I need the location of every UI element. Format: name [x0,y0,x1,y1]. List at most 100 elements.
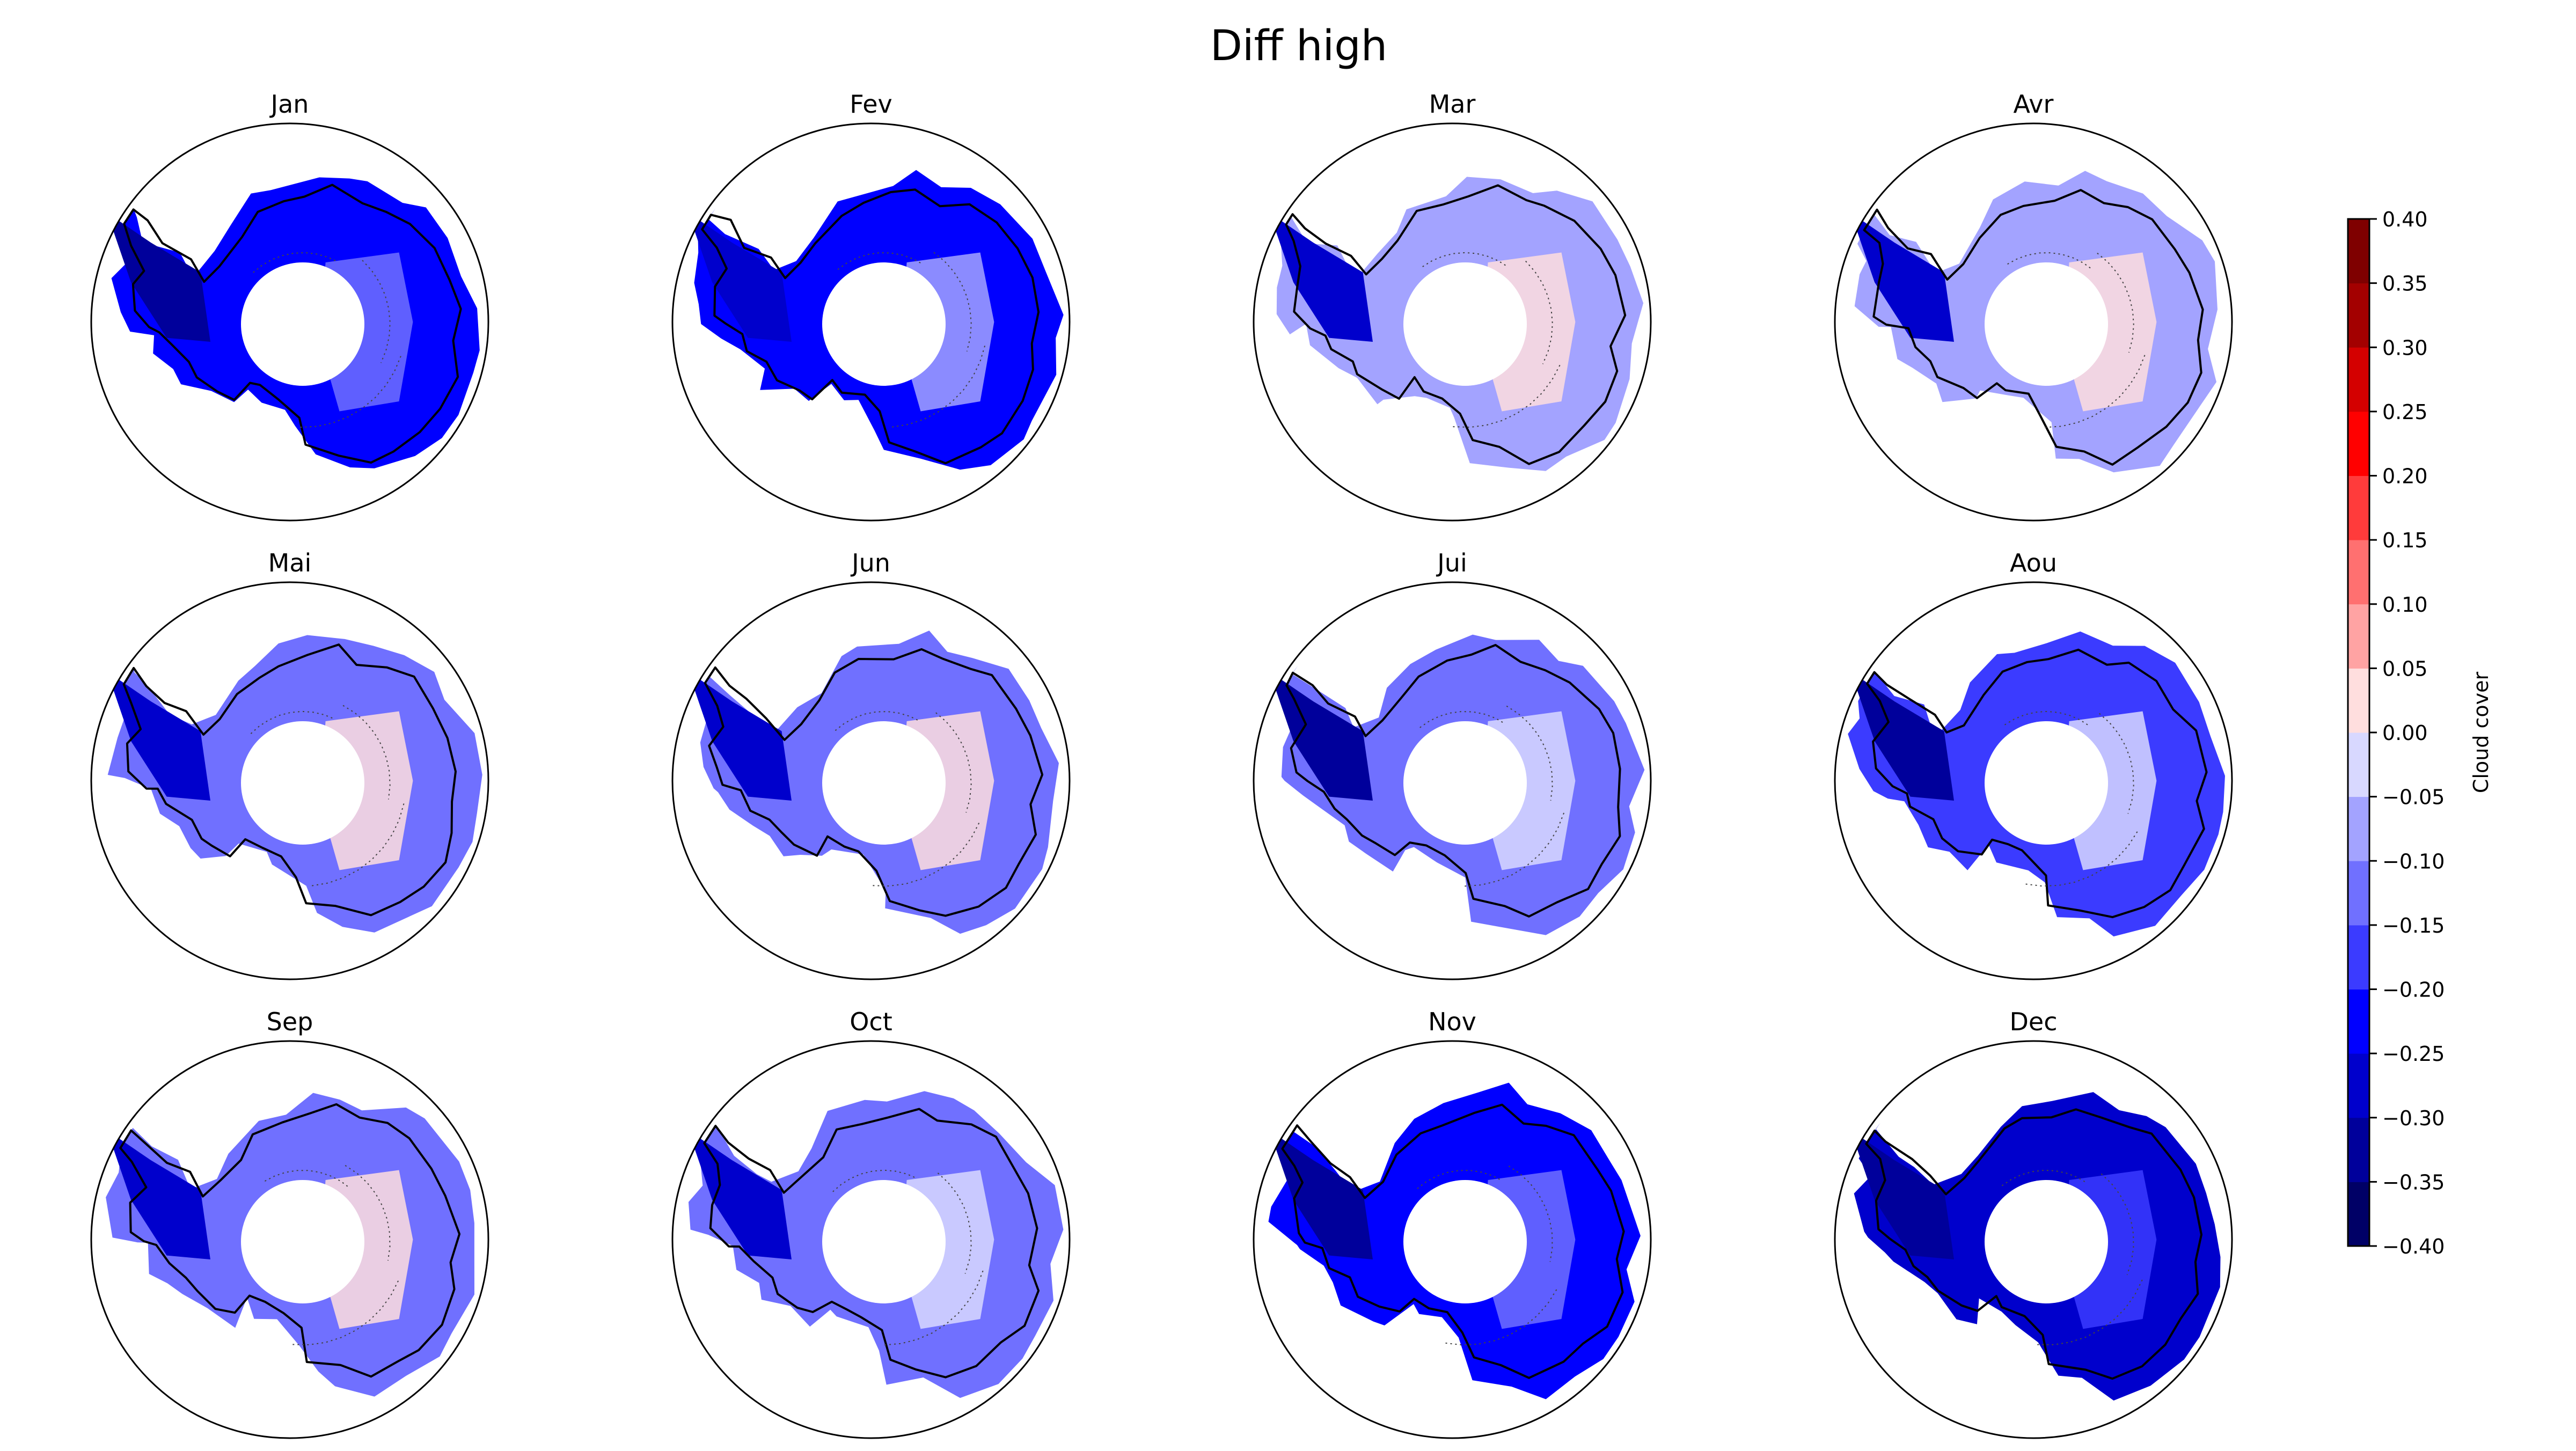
colorbar-tick-label: −0.10 [2382,849,2445,873]
panel-title: Mai [268,548,312,577]
map-panel-mai: Mai [90,548,489,980]
colorbar-label: Cloud cover [2469,672,2493,794]
coastline [1285,184,1627,465]
colorbar-segment [2348,1053,2369,1118]
polar-hole [241,1180,364,1303]
field-min-region [688,671,792,801]
coastline [1866,648,2208,919]
map-panel-nov: Nov [1253,1007,1652,1439]
polar-hole [1985,262,2108,386]
field-min-region [1850,1130,1954,1259]
map-panel-dec: Dec [1834,1007,2233,1439]
coastline [122,643,457,917]
polar-hole [241,262,364,386]
contour-line [2101,1173,2134,1276]
polar-hole [1985,1180,2108,1303]
map-boundary [1834,581,2233,980]
colorbar-tick-label: −0.35 [2382,1170,2445,1194]
polar-hole [822,1180,946,1303]
polar-hole [1985,721,2108,845]
colorbar-tick-label: −0.40 [2382,1235,2445,1258]
colorbar-tick-label: 0.30 [2382,336,2428,360]
field-min-region [1269,1130,1373,1259]
colorbar-tick-label: 0.15 [2382,529,2428,552]
contour-line [1422,252,1509,268]
map-boundary [671,122,1071,522]
field-min-region [1850,671,1954,801]
figure-title: Diff high [1210,22,1387,70]
contour-line [264,1170,350,1189]
field-min-region [1269,671,1373,801]
colorbar-segment [2348,989,2369,1054]
colorbar-tick-label: 0.10 [2382,593,2428,617]
colorbar-tick-label: 0.05 [2382,657,2428,680]
coastline [1281,1103,1625,1379]
map-panel-sep: Sep [90,1007,489,1439]
panel-title: Jun [850,548,890,577]
contour-line [2004,710,2090,727]
colorbar-tick-label: 0.25 [2382,400,2428,424]
contour-line [2001,1169,2088,1186]
colorbar-segment [2348,732,2369,797]
field-min-region [688,1130,792,1259]
colorbar-segment [2348,925,2369,990]
polar-hole [822,721,946,845]
panel-title: Fev [850,90,892,119]
colorbar-segment [2348,347,2369,412]
contour-line [342,705,391,800]
panel-title: Oct [850,1007,892,1036]
coastline [704,648,1044,917]
colorbar-segment [2348,668,2369,733]
contour-line [935,712,972,813]
map-panel-aou: Aou [1834,548,2233,980]
panel-title: Aou [2010,548,2057,577]
map-boundary [671,581,1071,980]
colorbar-tick-label: 0.40 [2382,208,2428,231]
coastline [703,1108,1040,1379]
contour-line [1508,1166,1553,1262]
colorbar-segment [2348,411,2369,476]
contour-line [362,260,391,363]
polar-hole [1403,1180,1527,1303]
colorbar-segment [2348,475,2369,540]
field-min-region [107,212,210,342]
contour-line [250,710,335,735]
colorbar-segment [2348,604,2369,669]
contour-line [2007,252,2093,270]
panel-title: Jui [1436,548,1467,577]
colorbar-segment [2348,861,2369,926]
panel-title: Dec [2009,1007,2057,1036]
map-panels: Jan Fev Mar Avr Mai Jun Jui Aou Sep Oct Nov Dec [90,90,2233,1439]
map-boundary [1253,122,1652,522]
colorbar-segment [2348,219,2369,284]
colorbar: 0.40 0.35 0.30 0.25 0.20 0.15 0.10 0.05 0.00 −0.0… [2347,208,2493,1258]
colorbar-tick-label: 0.00 [2382,721,2428,745]
map-boundary [1834,1040,2233,1439]
colorbar-tick-label: −0.05 [2382,786,2445,809]
colorbar-tick-label: 0.35 [2382,272,2428,296]
contour-line [835,710,920,731]
map-panel-jan: Jan [90,90,489,522]
coastline [701,188,1040,465]
field-min-region [1850,212,1954,342]
map-boundary [90,581,489,980]
colorbar-segment [2348,796,2369,861]
contour-line [1419,710,1506,728]
contour-line [933,252,972,352]
contour-line [1506,705,1553,801]
colorbar-tick-label: −0.25 [2382,1042,2445,1066]
map-panel-jun: Jun [671,548,1071,980]
contour-line [1417,1170,1503,1189]
panel-title: Jan [269,90,309,119]
contour-line [253,252,339,273]
coastline [1285,644,1621,918]
panel-title: Nov [1428,1007,1476,1036]
panel-title: Sep [267,1007,313,1036]
contour-line [2097,252,2134,353]
field-min-region [107,671,210,801]
map-boundary [671,1040,1071,1439]
map-boundary [90,1040,489,1439]
contour-line [345,1164,391,1261]
